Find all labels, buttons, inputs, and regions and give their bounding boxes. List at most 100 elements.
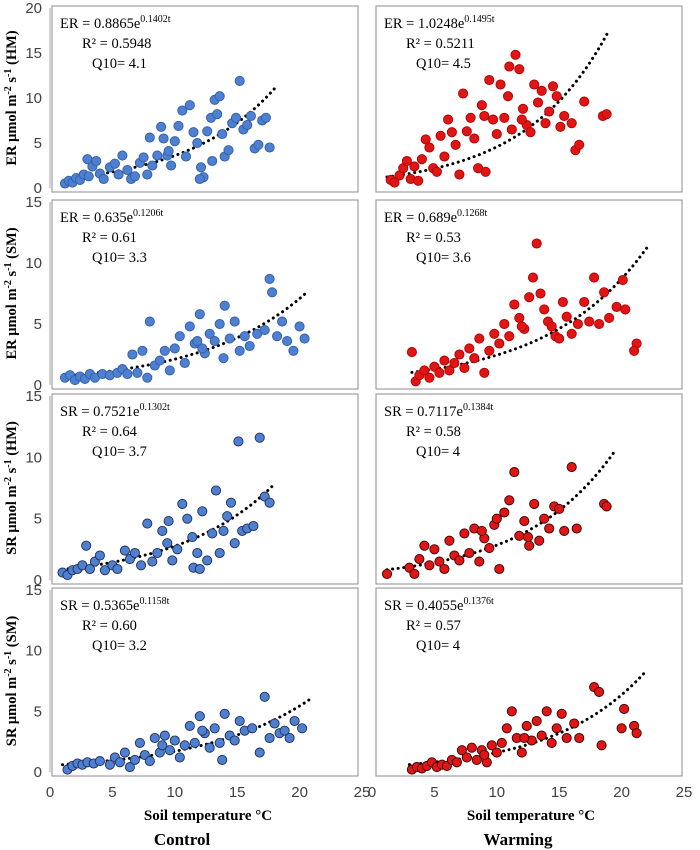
y-tick-label: 5 [34, 316, 42, 333]
data-point [169, 343, 180, 354]
data-point [620, 304, 631, 315]
data-point [187, 532, 198, 543]
data-point [551, 91, 562, 102]
equation-label: ER = 0.689e0.1268t [384, 208, 488, 226]
data-point [509, 299, 520, 310]
data-point [554, 333, 565, 344]
q10-label: Q10= 4.1 [92, 56, 147, 72]
data-point [159, 730, 170, 741]
data-point [454, 349, 465, 360]
data-point [434, 367, 445, 378]
data-point [212, 109, 223, 120]
data-point [429, 544, 440, 555]
data-point [279, 725, 290, 736]
data-point [264, 273, 275, 284]
data-point [207, 528, 218, 539]
data-point [450, 139, 461, 150]
data-point [239, 331, 250, 342]
data-point [149, 732, 160, 744]
equation-label: SR = 0.5365e0.1158t [60, 596, 170, 614]
data-point [566, 462, 577, 473]
data-point [561, 732, 572, 744]
data-point [129, 171, 140, 182]
data-point [164, 365, 175, 376]
data-point [480, 166, 491, 177]
data-point [244, 340, 255, 352]
data-point [167, 555, 178, 566]
data-point [179, 357, 190, 369]
data-point [209, 723, 220, 734]
data-point [514, 64, 525, 75]
x-tick-label: 15 [551, 784, 568, 801]
data-point [234, 75, 245, 86]
data-point [156, 121, 167, 132]
r-squared-label: R² = 0.53 [406, 230, 461, 246]
data-point [134, 737, 145, 748]
data-point [269, 718, 280, 729]
data-point [94, 550, 105, 561]
data-point [288, 345, 299, 356]
data-point [444, 365, 455, 376]
data-point [519, 732, 530, 744]
panel-warming-sr-hm: SR = 0.7117e0.1384t R² = 0.58 Q10= 4 [375, 393, 683, 585]
data-point [611, 301, 622, 312]
data-point [173, 120, 184, 131]
data-point [217, 754, 228, 765]
y-tick-label: 15 [25, 582, 42, 599]
data-point [524, 292, 535, 303]
data-point [184, 100, 195, 111]
r-squared-label: R² = 0.61 [82, 230, 137, 246]
data-point [532, 97, 544, 108]
data-point [147, 556, 158, 567]
trend-line [385, 28, 611, 179]
data-point [516, 114, 527, 125]
data-point [559, 525, 570, 536]
data-point [233, 436, 244, 447]
data-point [504, 495, 515, 506]
data-point [194, 711, 205, 722]
data-point [589, 272, 600, 283]
data-point [619, 703, 630, 714]
q10-label: Q10= 4.5 [416, 56, 471, 72]
data-point [557, 296, 568, 308]
data-point [501, 723, 512, 734]
data-point [207, 155, 218, 167]
data-point [174, 331, 185, 342]
y-tick-label: 0 [34, 377, 42, 394]
data-point [247, 723, 258, 734]
data-point [180, 151, 192, 162]
data-point [494, 338, 505, 349]
data-point [517, 103, 529, 114]
y-tick-label: 10 [25, 643, 42, 660]
data-point [192, 336, 203, 347]
data-point [99, 565, 110, 576]
data-point [194, 309, 205, 320]
data-point [119, 747, 130, 758]
data-point [248, 520, 259, 532]
panel-warming-sr-sm: SR = 0.4055e0.1376t R² = 0.57 Q10= 4 [375, 587, 683, 777]
panel-frame [375, 393, 683, 585]
data-point [616, 723, 627, 734]
data-point [454, 555, 465, 566]
r-squared-label: R² = 0.5211 [406, 36, 475, 52]
data-point [555, 121, 566, 132]
data-point [471, 754, 482, 765]
data-point [254, 747, 265, 758]
data-point [152, 547, 163, 559]
y-axis-label: ER μmol m-2 s-1 (SM) [3, 227, 21, 359]
data-point [253, 139, 264, 150]
data-point [260, 112, 271, 123]
data-point [166, 160, 177, 171]
data-point [177, 105, 188, 116]
data-point [129, 754, 140, 765]
data-point [499, 112, 510, 123]
data-point [197, 343, 208, 354]
data-point [484, 543, 495, 554]
data-point [159, 345, 170, 356]
x-tick-label: 0 [46, 784, 54, 801]
data-point [419, 365, 430, 376]
r-squared-label: R² = 0.5948 [82, 36, 151, 52]
data-point [579, 296, 590, 308]
data-point [157, 740, 168, 751]
